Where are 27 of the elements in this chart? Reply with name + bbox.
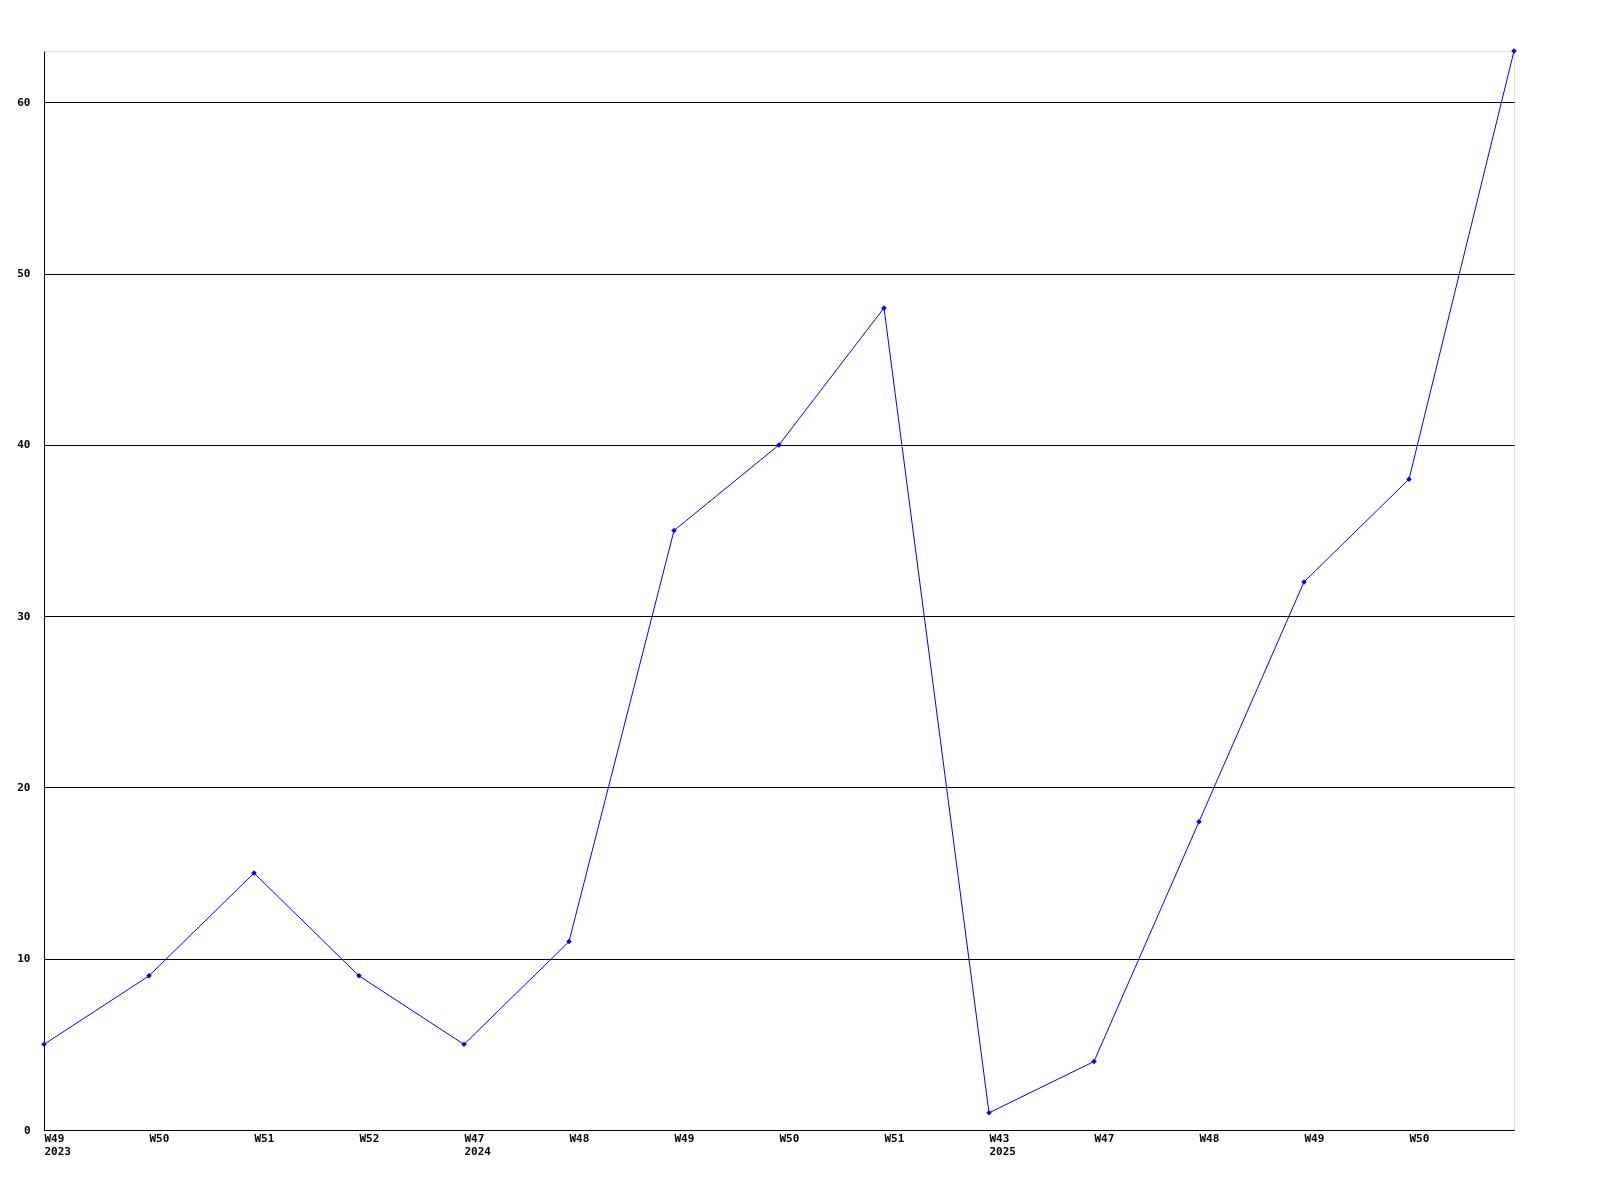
x-tick-label: W51 bbox=[884, 1131, 905, 1145]
x-tick-label: W47 bbox=[1094, 1131, 1115, 1145]
x-tick-label: W43 2025 bbox=[989, 1131, 1016, 1158]
x-tick-label: W50 bbox=[1409, 1131, 1430, 1145]
x-tick-label: W51 bbox=[254, 1131, 275, 1145]
y-tick-label: 0 bbox=[23, 1123, 31, 1137]
y-tick-label: 10 bbox=[17, 952, 31, 966]
x-tick-label: W48 bbox=[569, 1131, 590, 1145]
x-tick-label: W47 2024 bbox=[464, 1131, 492, 1158]
x-tick-label: W50 bbox=[779, 1131, 800, 1145]
point bbox=[1196, 818, 1202, 825]
x-tick-label: W49 2023 bbox=[44, 1131, 71, 1158]
point bbox=[461, 1041, 467, 1048]
x-tick-label: W48 bbox=[1199, 1131, 1220, 1145]
x-tick-label: W49 bbox=[1304, 1131, 1325, 1145]
y-tick-label: 60 bbox=[17, 95, 31, 109]
y-tick-label: 20 bbox=[17, 780, 31, 794]
point bbox=[671, 527, 677, 534]
point bbox=[566, 938, 572, 945]
x-tick-label: W50 bbox=[149, 1131, 170, 1145]
x-tick-label: W49 bbox=[674, 1131, 695, 1145]
y-tick-label: 30 bbox=[17, 609, 31, 623]
y-tick-label: 50 bbox=[17, 267, 31, 281]
point bbox=[1091, 1058, 1097, 1065]
point bbox=[41, 1041, 47, 1048]
x-tick-label: W52 bbox=[359, 1131, 380, 1145]
y-tick-label: 40 bbox=[17, 438, 31, 452]
